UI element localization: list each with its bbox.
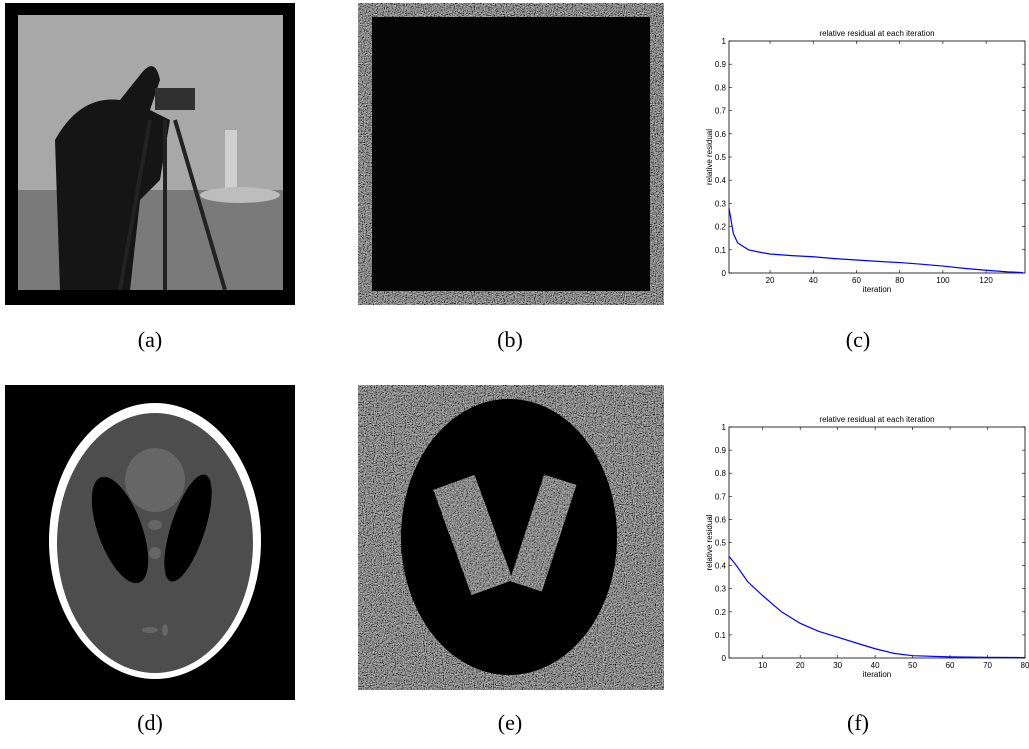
- x-tick-label: 10: [758, 661, 767, 670]
- x-axis-label: iteration: [863, 670, 891, 679]
- y-tick-label: 0: [722, 269, 727, 278]
- y-tick-label: 0.1: [715, 631, 727, 640]
- x-axis-label: iteration: [863, 285, 891, 294]
- x-tick-label: 40: [809, 276, 818, 285]
- x-tick-label: 60: [946, 661, 955, 670]
- y-tick-label: 0.8: [715, 83, 727, 92]
- caption: (a): [138, 327, 162, 352]
- x-tick-label: 20: [796, 661, 805, 670]
- y-tick-label: 0.9: [715, 60, 727, 69]
- x-tick-label: 40: [871, 661, 880, 670]
- y-tick-label: 0: [722, 654, 727, 663]
- chart-title: relative residual at each iteration: [819, 29, 934, 38]
- y-tick-label: 0.6: [715, 515, 727, 524]
- caption: (c): [846, 327, 870, 352]
- y-tick-label: 0.2: [715, 223, 727, 232]
- image-b: [358, 3, 664, 305]
- x-tick-label: 70: [983, 661, 992, 670]
- y-axis-label: relative residual: [705, 514, 714, 570]
- y-tick-label: 0.6: [715, 130, 727, 139]
- y-tick-label: 0.7: [715, 107, 727, 116]
- image-e: [358, 385, 664, 690]
- y-tick-label: 1: [722, 423, 727, 432]
- y-tick-label: 0.4: [715, 562, 727, 571]
- x-tick-label: 30: [833, 661, 842, 670]
- y-tick-label: 0.8: [715, 469, 727, 478]
- y-tick-label: 0.3: [715, 585, 727, 594]
- y-tick-label: 0.9: [715, 446, 727, 455]
- y-tick-label: 0.1: [715, 246, 727, 255]
- y-axis-label: relative residual: [705, 129, 714, 185]
- y-tick-label: 0.5: [715, 153, 727, 162]
- x-tick-label: 100: [936, 276, 950, 285]
- axes-box: [729, 427, 1025, 658]
- caption: (f): [847, 710, 869, 735]
- y-tick-label: 0.3: [715, 199, 727, 208]
- y-tick-label: 1: [722, 37, 727, 46]
- y-tick-label: 0.7: [715, 492, 727, 501]
- y-tick-label: 0.5: [715, 539, 727, 548]
- figure: (a) (b) (c) (d) (e) (f) relative residua…: [0, 0, 1029, 749]
- y-tick-label: 0.4: [715, 176, 727, 185]
- image-d: [5, 385, 295, 700]
- x-tick-label: 60: [852, 276, 861, 285]
- x-tick-label: 80: [895, 276, 904, 285]
- axes-box: [729, 41, 1025, 273]
- caption: (b): [497, 327, 523, 352]
- chart-title: relative residual at each iteration: [819, 415, 934, 424]
- y-tick-label: 0.2: [715, 608, 727, 617]
- x-tick-label: 120: [979, 276, 993, 285]
- x-tick-label: 20: [766, 276, 775, 285]
- caption: (d): [137, 710, 163, 735]
- x-tick-label: 80: [1021, 661, 1029, 670]
- image-a: [5, 3, 295, 305]
- page: (a) (b) (c) (d) (e) (f) relative residua…: [0, 0, 1029, 749]
- x-tick-label: 50: [908, 661, 917, 670]
- caption: (e): [498, 710, 522, 735]
